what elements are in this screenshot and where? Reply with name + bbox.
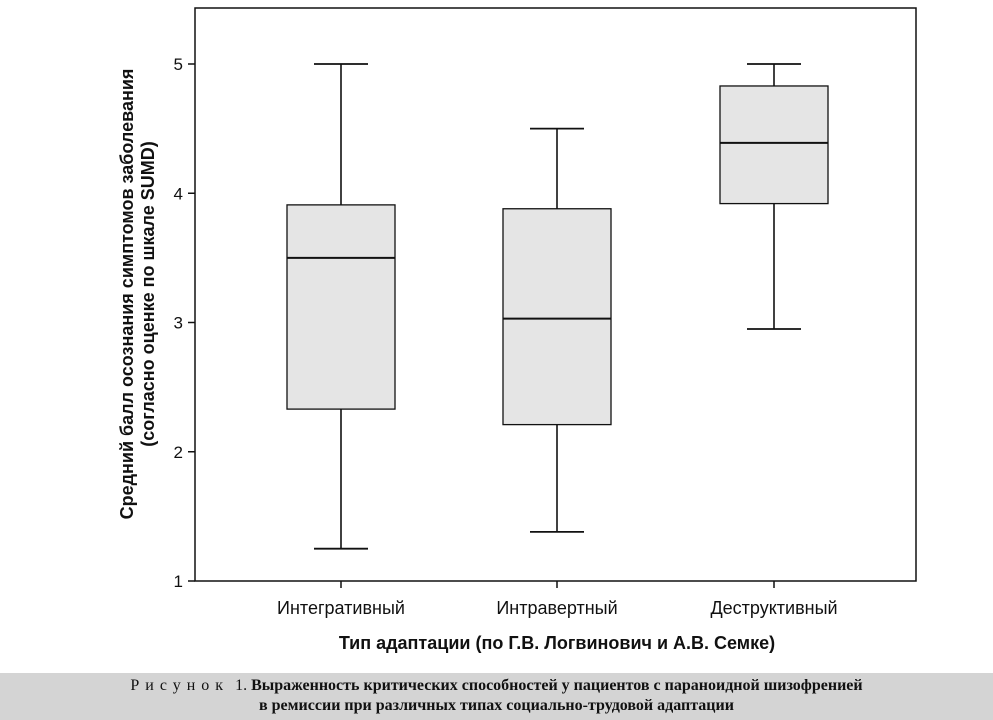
x-category-label: Интегративный: [277, 598, 405, 618]
iqr-box: [502, 208, 612, 426]
y-tick-label: 2: [174, 443, 183, 462]
caption-number: 1.: [235, 677, 248, 694]
iqr-box: [719, 85, 829, 205]
x-axis: Интегративный Интравертный Деструктивный: [277, 581, 838, 618]
box-3: [719, 63, 829, 330]
y-tick-label: 1: [174, 572, 183, 591]
x-category-label: Интравертный: [496, 598, 617, 618]
y-axis: 1 2 3 4 5: [174, 55, 195, 591]
y-tick-label: 4: [174, 184, 183, 203]
iqr-box: [286, 204, 396, 410]
x-axis-title: Тип адаптации (по Г.В. Логвинович и А.В.…: [339, 633, 775, 653]
figure-caption: Рисунок 1. Выраженность критических спос…: [0, 673, 993, 720]
box-1: [286, 63, 396, 550]
box-2: [502, 127, 612, 533]
y-axis-title-line2: (согласно оценке по шкале SUMD): [138, 141, 158, 446]
y-axis-title-line1: Средний балл осознания симптомов заболев…: [117, 69, 137, 520]
caption-lead: Рисунок: [130, 677, 230, 694]
y-tick-label: 3: [174, 314, 183, 333]
x-category-label: Деструктивный: [710, 598, 837, 618]
box-plot-chart: 1 2 3 4 5 Интегративный Интравертный Деструкти…: [117, 7, 917, 653]
caption-line-1: Рисунок 1. Выраженность критических спос…: [0, 676, 993, 696]
caption-line-2: в ремиссии при различных типах социально…: [259, 697, 734, 714]
caption-text-1: Выраженность критических способностей у …: [251, 677, 863, 694]
box-series: [286, 63, 829, 550]
y-tick-label: 5: [174, 55, 183, 74]
